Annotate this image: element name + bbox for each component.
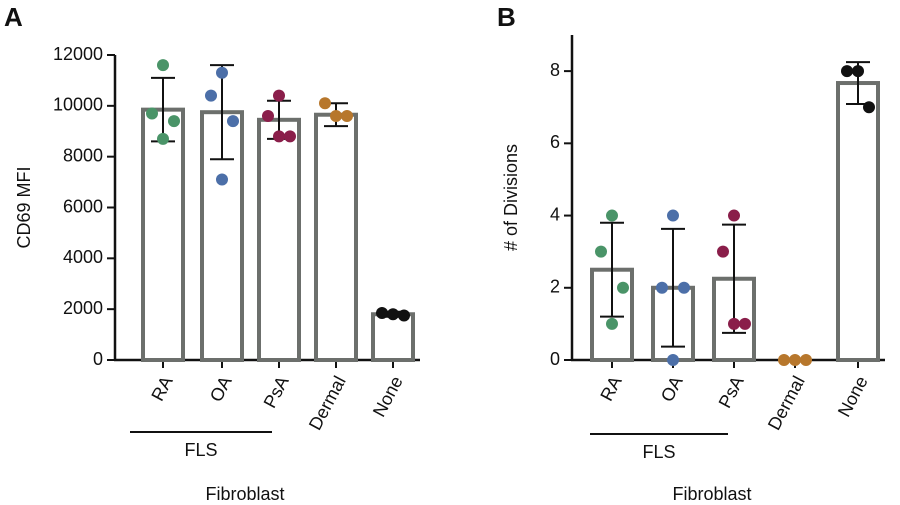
data-point (157, 59, 169, 72)
group-label: FLS (642, 442, 675, 462)
data-point (800, 354, 812, 366)
y-tick-label: 12000 (53, 44, 103, 64)
data-point (789, 354, 801, 366)
y-tick-label: 8 (550, 60, 560, 80)
data-point (227, 115, 239, 128)
data-point (667, 354, 679, 366)
data-point (157, 132, 169, 145)
data-point (273, 89, 285, 102)
error-bar (600, 221, 624, 318)
y-tick-label: 10000 (53, 95, 103, 115)
data-point (341, 110, 353, 122)
data-point (376, 306, 388, 319)
data-point (667, 209, 679, 222)
x-tick-label: PsA (715, 373, 748, 412)
bar (371, 312, 415, 362)
y-axis-label: CD69 MFI (14, 166, 34, 248)
data-point (739, 317, 751, 330)
data-point (728, 317, 740, 330)
data-point (398, 309, 410, 322)
bar (836, 81, 880, 363)
bar (141, 107, 185, 363)
data-point (319, 97, 331, 110)
bar (314, 112, 358, 362)
y-tick-label: 0 (550, 349, 560, 369)
x-axis-label: Fibroblast (672, 484, 751, 504)
data-point (205, 89, 217, 102)
data-point (216, 66, 228, 79)
data-point (656, 281, 668, 294)
data-point (168, 115, 180, 128)
data-point (852, 65, 864, 78)
x-tick-label: Dermal (764, 373, 809, 434)
data-point (606, 317, 618, 330)
data-point (387, 308, 399, 321)
panel-label: B (497, 2, 516, 32)
x-tick-label: None (834, 373, 872, 420)
data-point (863, 101, 875, 114)
data-point (728, 209, 740, 222)
data-point (841, 65, 853, 78)
data-point (273, 130, 285, 143)
x-tick-label: None (369, 373, 407, 420)
data-point (617, 281, 629, 294)
y-tick-label: 4000 (63, 247, 103, 267)
error-bar (722, 223, 746, 334)
data-point (595, 245, 607, 258)
y-tick-label: 8000 (63, 145, 103, 165)
y-tick-label: 6 (550, 132, 560, 152)
x-tick-label: OA (206, 373, 236, 405)
data-point (678, 281, 690, 294)
x-tick-label: RA (596, 373, 625, 404)
data-point (778, 354, 790, 366)
x-tick-label: PsA (260, 373, 293, 412)
x-tick-label: Dermal (305, 373, 350, 434)
y-tick-label: 4 (550, 204, 560, 224)
error-bar (210, 64, 234, 161)
y-tick-label: 2000 (63, 298, 103, 318)
y-tick-label: 6000 (63, 196, 103, 216)
data-point (146, 107, 158, 120)
y-axis-label: # of Divisions (501, 144, 521, 251)
data-point (717, 245, 729, 258)
data-point (330, 110, 342, 122)
bar (200, 110, 244, 362)
x-tick-label: RA (147, 373, 176, 404)
x-tick-label: OA (657, 373, 687, 405)
data-point (284, 130, 296, 143)
bar (257, 117, 301, 362)
data-point (262, 110, 274, 122)
data-point (216, 173, 228, 186)
panel-label: A (4, 2, 23, 32)
y-tick-label: 2 (550, 277, 560, 297)
y-tick-label: 0 (93, 349, 103, 369)
data-point (606, 209, 618, 222)
error-bar (661, 227, 685, 348)
x-axis-label: Fibroblast (205, 484, 284, 504)
group-label: FLS (184, 440, 217, 460)
